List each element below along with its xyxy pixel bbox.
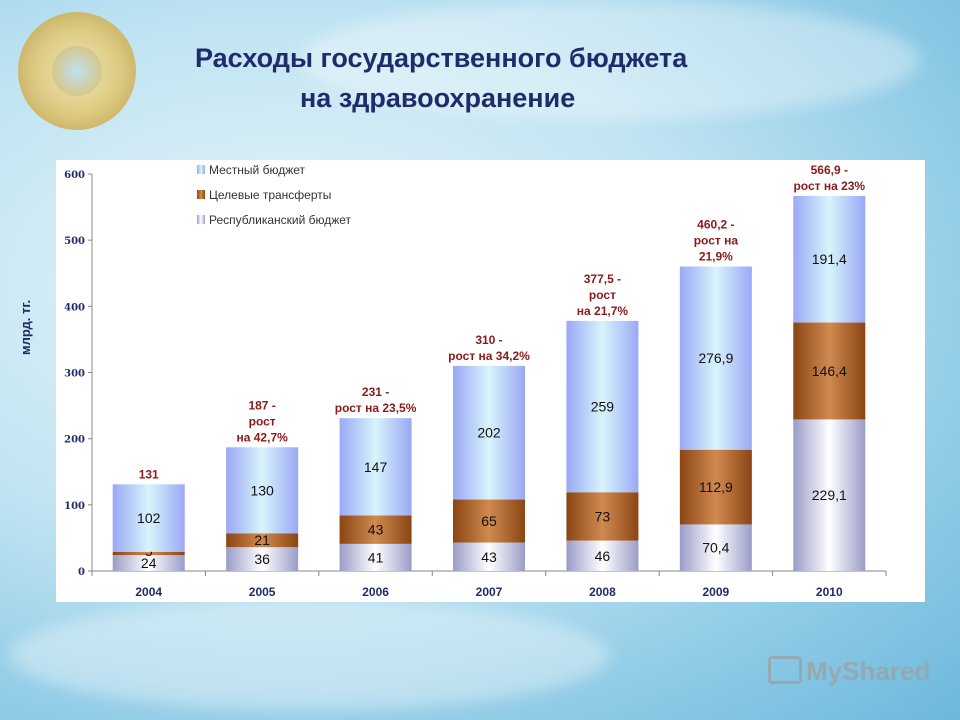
bar-segment-целевые-трансферты [112, 551, 185, 556]
x-tick-label: 2004 [135, 585, 162, 599]
x-tick-label: 2010 [816, 585, 843, 599]
data-label: 147 [364, 459, 388, 475]
total-annotation: 187 - [248, 398, 275, 412]
total-annotation: на 42,7% [237, 430, 289, 444]
total-annotation: рост на 23% [793, 179, 865, 193]
total-annotation: рост на [694, 234, 739, 248]
bar-segment-республиканский-бюджет [453, 542, 525, 571]
y-tick-label: 100 [64, 501, 85, 512]
data-label: 146,4 [812, 363, 847, 379]
data-label: 24 [141, 555, 157, 571]
title-line-2: на здравоохранение [300, 83, 576, 113]
data-label: 259 [591, 399, 615, 415]
legend-swatch [197, 215, 205, 224]
background-wave [10, 600, 610, 710]
y-tick-label: 200 [64, 435, 85, 446]
bar-segment-местный-бюджет [112, 484, 185, 552]
bar-segment-целевые-трансферты [793, 322, 866, 420]
total-annotation: 131 [139, 467, 159, 481]
total-annotation: 231 - [362, 385, 389, 399]
bar-segment-республиканский-бюджет [112, 555, 185, 571]
legend-entry: Местный бюджет [209, 163, 306, 177]
x-tick-label: 2007 [476, 585, 503, 599]
total-annotation: рост [249, 414, 276, 428]
total-annotation: рост на 23,5% [335, 401, 417, 415]
bar-segment-местный-бюджет [226, 447, 299, 534]
data-label: 102 [137, 510, 161, 526]
data-label: 229,1 [812, 487, 847, 503]
background-wave [300, 0, 920, 120]
bar-segment-республиканский-бюджет [226, 547, 299, 571]
x-tick-label: 2006 [362, 585, 389, 599]
y-tick-label: 600 [64, 170, 85, 181]
total-annotation: рост на 34,2% [448, 349, 530, 363]
bar-segment-республиканский-бюджет [679, 524, 752, 571]
data-label: 73 [595, 508, 611, 524]
watermark-logo: MyShared [768, 656, 930, 687]
bar-segment-целевые-трансферты [566, 492, 639, 541]
x-tick-label: 2005 [249, 585, 276, 599]
bar-segment-местный-бюджет [679, 266, 752, 450]
y-tick-label: 300 [64, 369, 85, 380]
total-annotation: рост [589, 288, 616, 302]
y-axis-label: млрд. тг. [18, 299, 33, 355]
data-label: 21 [254, 532, 270, 548]
bar-segment-местный-бюджет [566, 320, 639, 493]
data-label: 41 [368, 549, 384, 565]
data-label: 46 [595, 548, 611, 564]
total-annotation: 377,5 - [584, 272, 621, 286]
stacked-bar-chart: 0100200300400500600200424510213120053621… [64, 163, 887, 599]
data-label: 36 [254, 551, 270, 567]
bar-segment-целевые-трансферты [679, 449, 752, 525]
total-annotation: на 21,7% [577, 304, 629, 318]
data-label: 191,4 [812, 251, 847, 267]
bar-segment-местный-бюджет [453, 365, 525, 500]
data-label: 43 [368, 522, 384, 538]
legend-swatch [197, 165, 205, 174]
total-annotation: 460,2 - [697, 218, 734, 232]
data-label: 112,9 [699, 479, 733, 495]
data-label: 276,9 [698, 350, 733, 366]
state-emblem-logo [18, 12, 136, 130]
bar-segment-республиканский-бюджет [793, 419, 866, 571]
total-annotation: 566,9 - [811, 163, 848, 177]
y-tick-label: 0 [78, 567, 85, 578]
total-annotation: 310 - [475, 333, 502, 347]
bar-segment-местный-бюджет [793, 195, 866, 323]
bar-segment-целевые-трансферты [453, 499, 525, 543]
data-label: 43 [481, 549, 497, 565]
x-tick-label: 2008 [589, 585, 616, 599]
title-line-1: Расходы государственного бюджета [195, 43, 688, 73]
data-label: 202 [477, 425, 501, 441]
y-tick-label: 500 [64, 236, 85, 247]
bar-segment-целевые-трансферты [339, 515, 412, 544]
y-tick-label: 400 [64, 302, 85, 313]
data-label: 65 [481, 513, 497, 529]
chart-panel: 0100200300400500600200424510213120053621… [56, 160, 925, 602]
legend-swatch [197, 190, 205, 199]
bar-segment-республиканский-бюджет [339, 543, 412, 571]
bar-segment-республиканский-бюджет [566, 540, 639, 571]
bar-segment-целевые-трансферты [226, 533, 299, 548]
legend-entry: Республиканский бюджет [209, 213, 352, 227]
data-label: 130 [250, 482, 274, 498]
legend-entry: Целевые трансферты [209, 188, 331, 202]
page-title: Расходы государственного бюджета на здра… [0, 38, 960, 118]
x-tick-label: 2009 [703, 585, 730, 599]
total-annotation: 21,9% [699, 250, 733, 264]
data-label: 70,4 [702, 540, 729, 556]
bar-segment-местный-бюджет [339, 418, 412, 516]
